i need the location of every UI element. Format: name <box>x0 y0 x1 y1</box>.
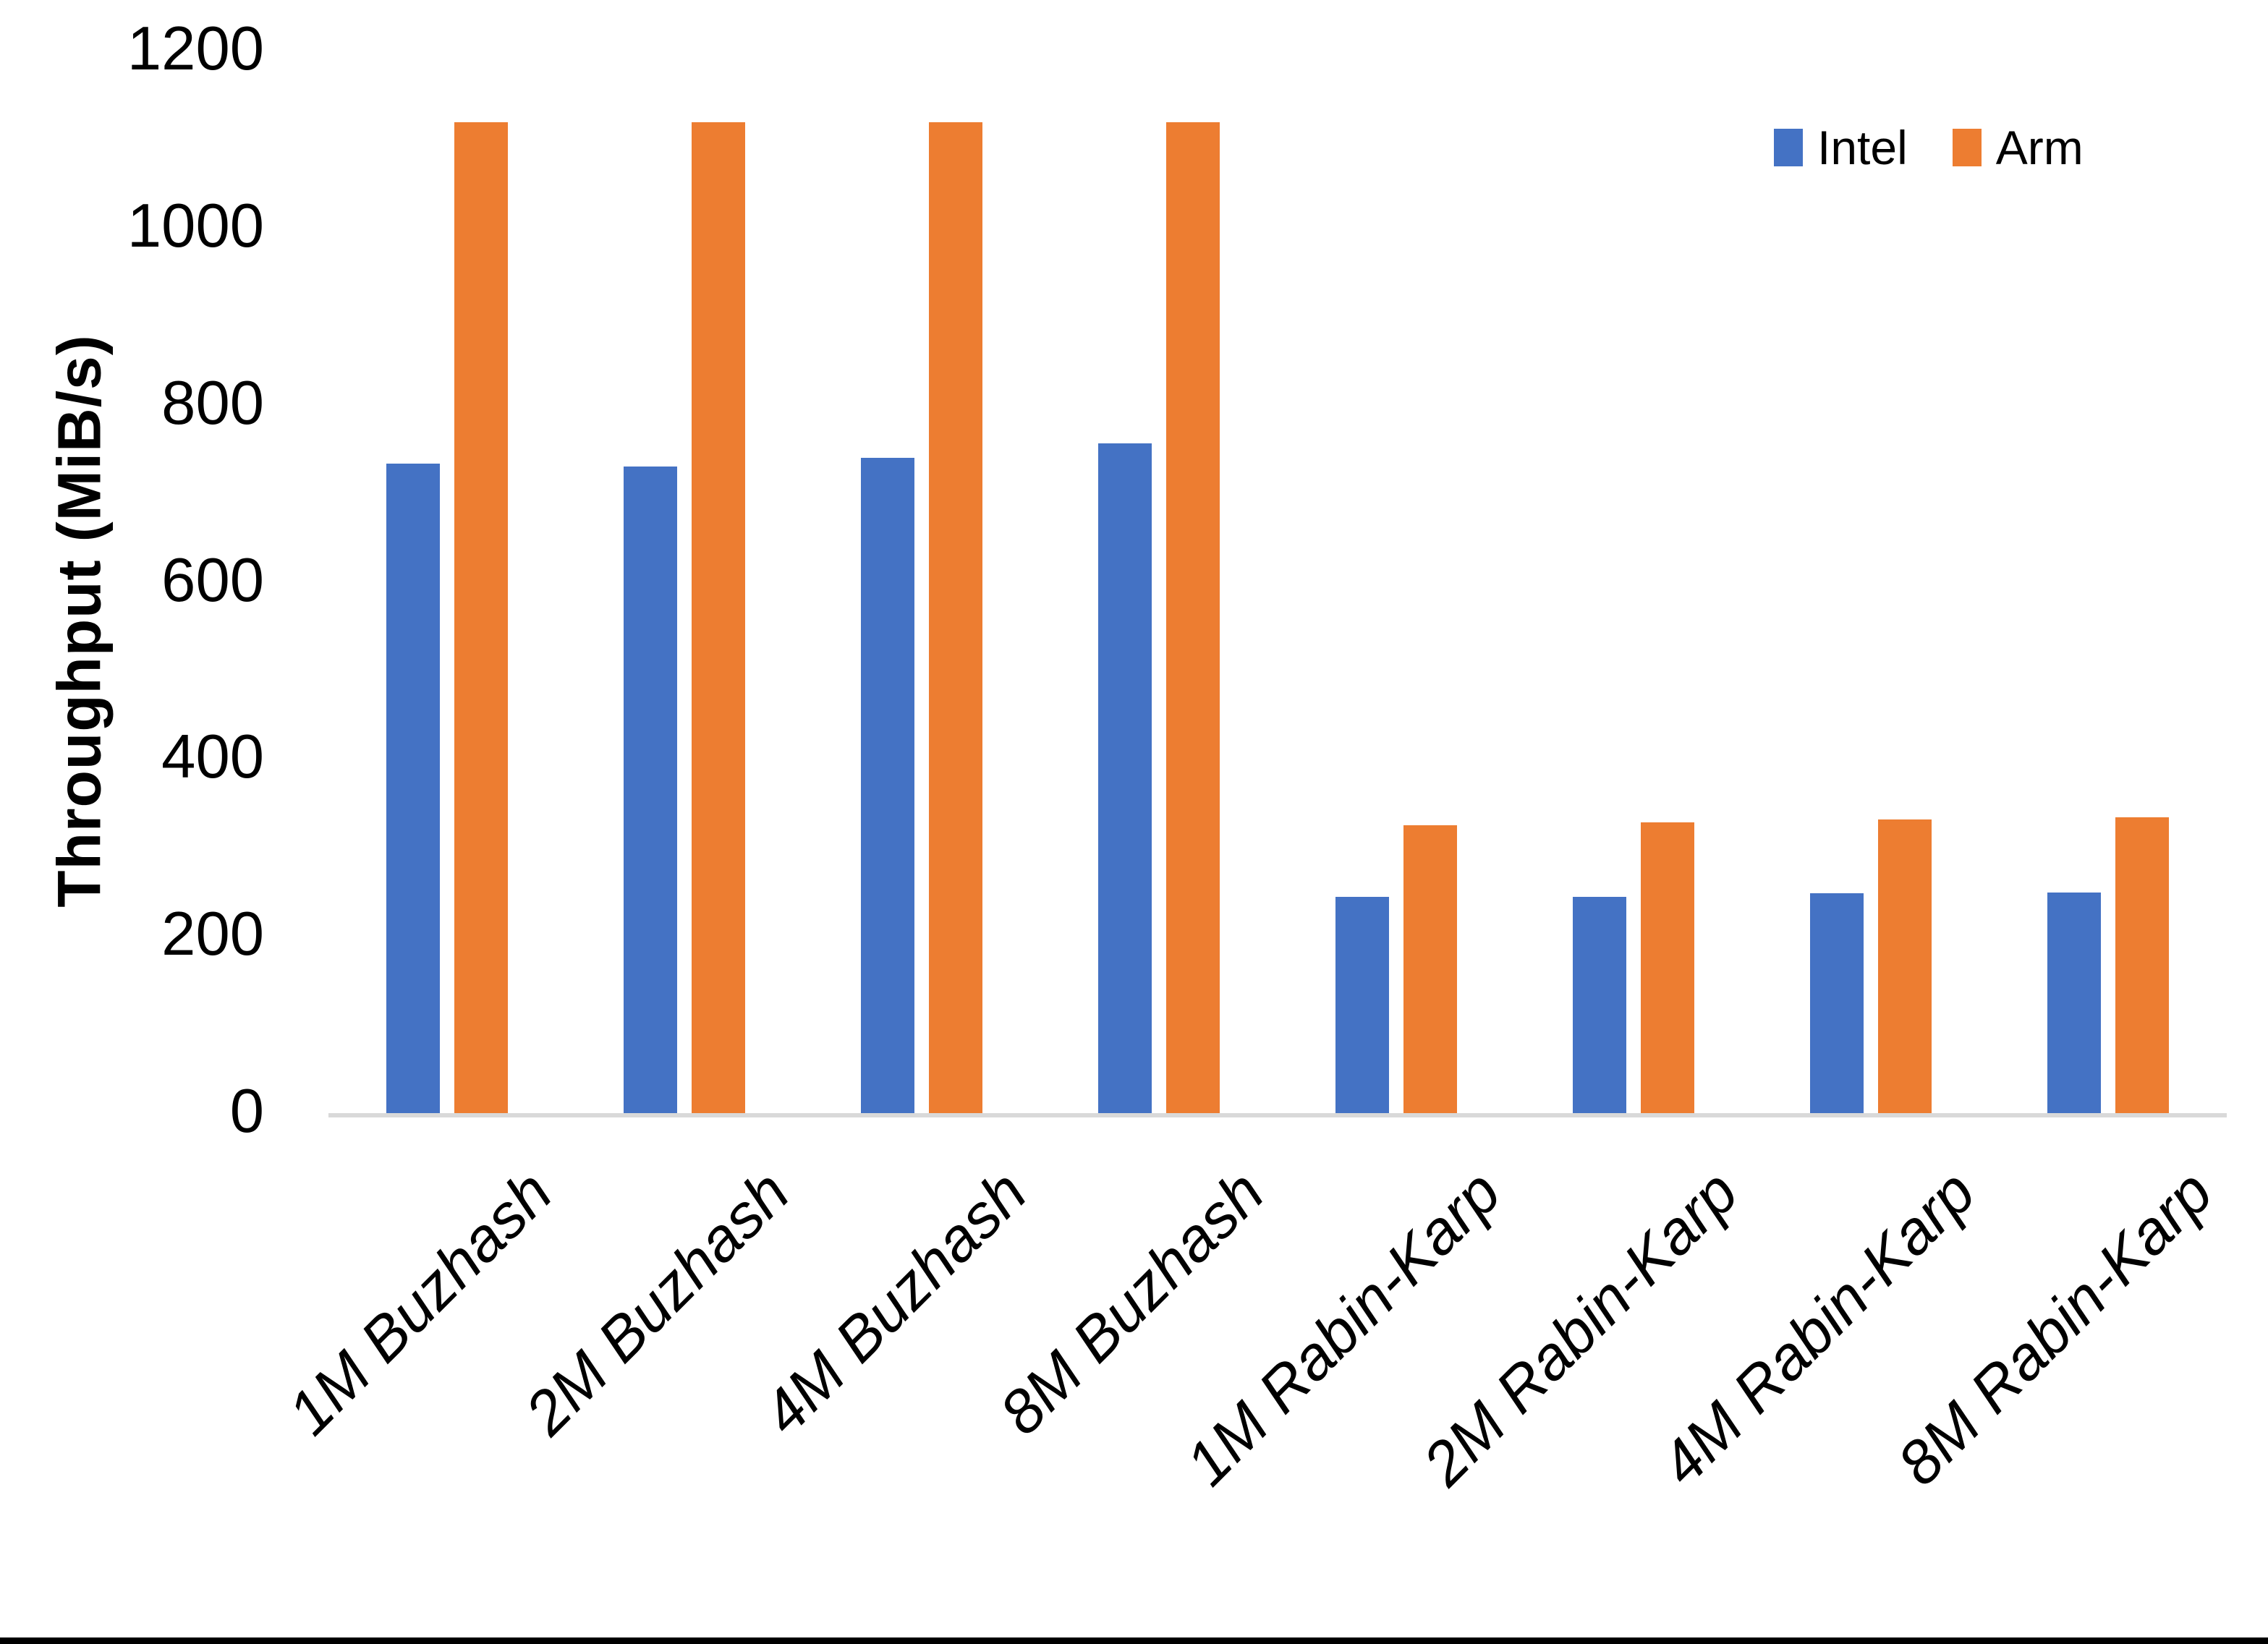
bar-intel-1m-buzhash <box>386 464 440 1115</box>
bar-arm-8m-rabin-karp <box>2115 817 2169 1115</box>
bar-intel-8m-rabin-karp <box>2047 893 2101 1115</box>
bar-arm-2m-rabin-karp <box>1641 822 1694 1115</box>
y-tick-label-1200: 1200 <box>127 14 264 84</box>
y-tick-label-200: 200 <box>161 900 264 969</box>
bar-arm-8m-buzhash <box>1166 122 1220 1115</box>
y-tick-label-400: 400 <box>161 723 264 792</box>
bottom-border <box>0 1637 2268 1644</box>
y-tick-label-800: 800 <box>161 369 264 438</box>
bar-arm-2m-buzhash <box>692 122 745 1115</box>
bar-arm-4m-rabin-karp <box>1878 819 1932 1115</box>
legend-label-arm: Arm <box>1995 121 2084 174</box>
x-axis-line <box>328 1113 2227 1117</box>
legend-swatch-arm-icon <box>1952 129 1982 166</box>
bar-intel-1m-rabin-karp <box>1335 897 1389 1115</box>
y-tick-label-0: 0 <box>229 1077 264 1146</box>
bar-intel-2m-rabin-karp <box>1573 897 1626 1115</box>
y-tick-label-600: 600 <box>161 546 264 616</box>
legend-item-arm: Arm <box>1952 121 2084 174</box>
bar-intel-8m-buzhash <box>1098 443 1152 1115</box>
bar-intel-2m-buzhash <box>624 467 677 1115</box>
bar-arm-1m-buzhash <box>454 122 508 1115</box>
legend-item-intel: Intel <box>1774 121 1908 174</box>
legend-swatch-intel-icon <box>1774 129 1803 166</box>
y-tick-label-1000: 1000 <box>127 192 264 261</box>
bar-intel-4m-buzhash <box>861 458 914 1115</box>
bar-intel-4m-rabin-karp <box>1810 893 1864 1115</box>
bar-arm-1m-rabin-karp <box>1403 825 1457 1115</box>
legend: Intel Arm <box>1774 121 2084 174</box>
legend-label-intel: Intel <box>1817 121 1908 174</box>
bar-arm-4m-buzhash <box>929 122 982 1115</box>
